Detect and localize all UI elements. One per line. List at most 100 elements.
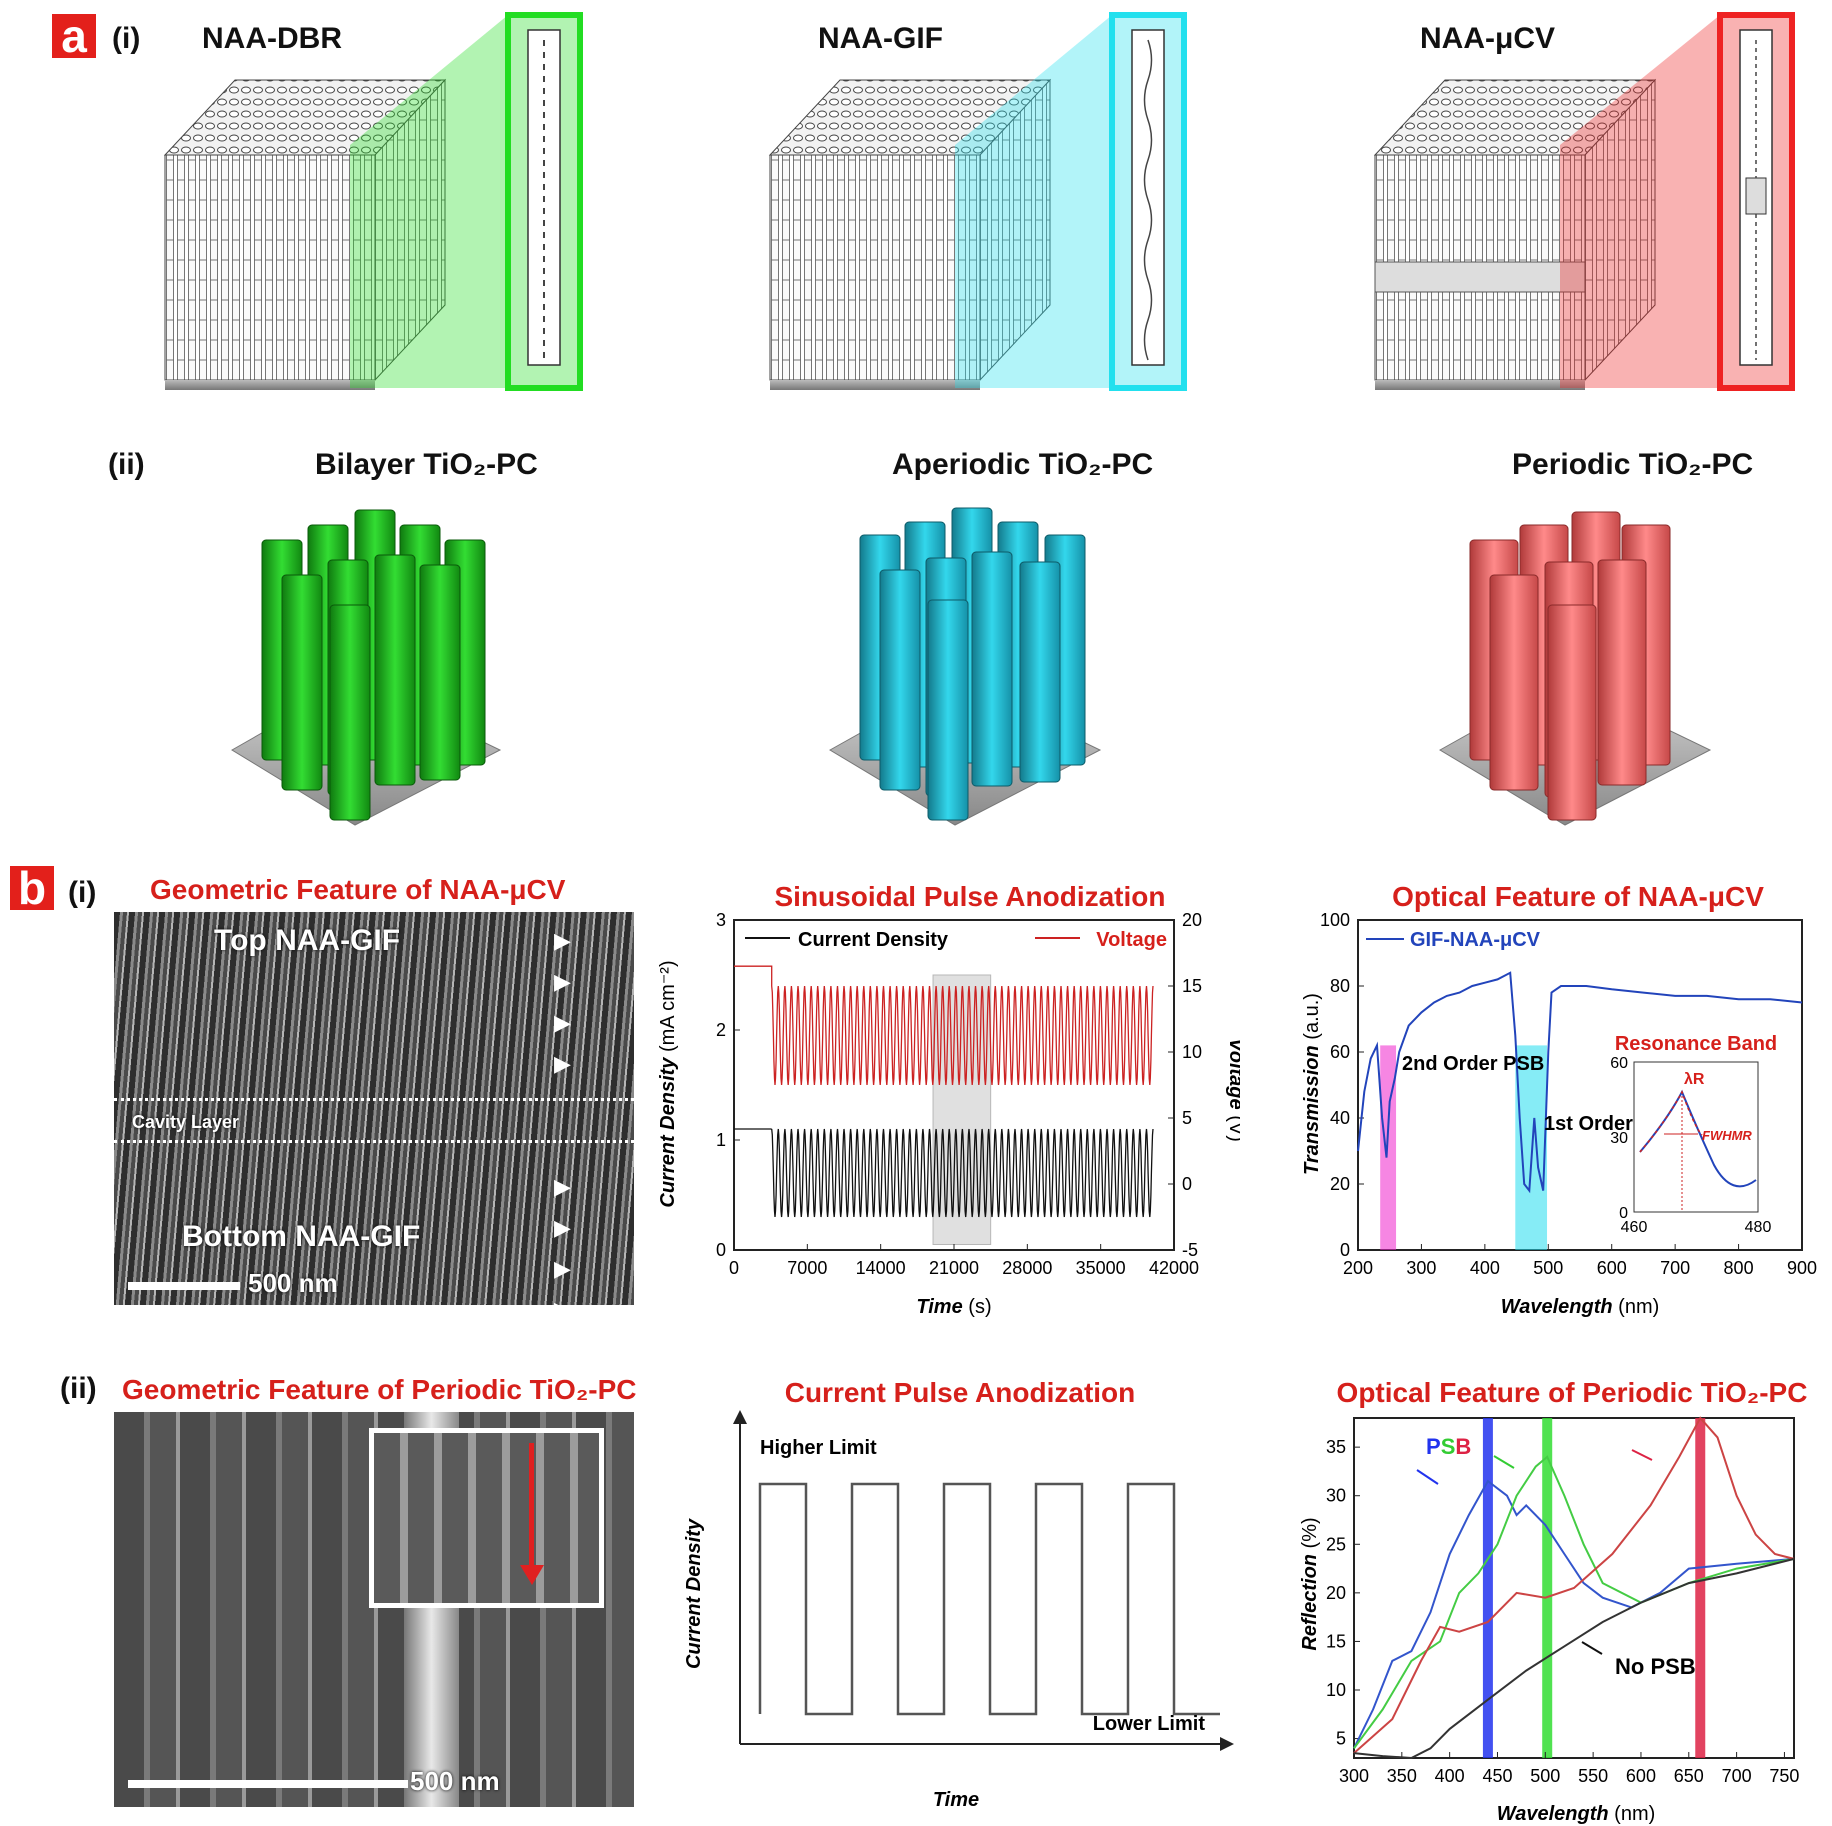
refl-ylabel: Reflection (%)	[1299, 1517, 1321, 1650]
refl-y-tick-label: 20	[1326, 1583, 1346, 1603]
refl-y-tick-label: 15	[1326, 1631, 1346, 1651]
psb-band-1	[1380, 1045, 1397, 1250]
psb-band-2	[1515, 1045, 1548, 1250]
title-naa-ucv: NAA-μCV	[1420, 22, 1556, 55]
sem2-red-arrow-shaft	[529, 1443, 534, 1568]
refl-x-tick-label: 550	[1578, 1766, 1608, 1786]
bilayer-pc-model	[231, 509, 502, 826]
naa-dbr-block	[163, 12, 583, 391]
periodic-pc-model	[1439, 511, 1712, 826]
refl-x-tick-label: 750	[1769, 1766, 1799, 1786]
refl-xlabel: Wavelength (nm)	[1497, 1803, 1656, 1825]
transmission-chart: Optical Feature of NAA-μCV 200 300 400 500 6…	[1301, 881, 1817, 1318]
inset-y-tick-label: 0	[1619, 1205, 1628, 1222]
sem1-bottom-label: Bottom NAA-GIF	[182, 1220, 421, 1253]
inset-y-tick-label: 60	[1610, 1055, 1628, 1072]
trans-x-tick-label: 200	[1343, 1258, 1373, 1278]
trans-xlabel: Wavelength (nm)	[1501, 1296, 1660, 1318]
psb-label: PSB	[1426, 1434, 1471, 1459]
inset-x-tick-label: 460	[1621, 1219, 1648, 1236]
red-arrow-icon	[1631, 1449, 1653, 1461]
inset-x-tick-label: 480	[1745, 1219, 1772, 1236]
panel-a-tag: a	[52, 13, 96, 59]
trans-y-tick-label: 0	[1340, 1240, 1350, 1260]
panel-b-row-ii-label: (ii)	[60, 1372, 97, 1405]
sem1-image: Top NAA-GIF Cavity Layer Bottom NAA-GIF …	[114, 912, 634, 1322]
sem2-title: Geometric Feature of Periodic TiO₂-PC	[122, 1374, 637, 1405]
trans-y-tick-label: 100	[1320, 910, 1350, 930]
trans-x-tick-label: 800	[1724, 1258, 1754, 1278]
sin-ylabel: Current Density (mA cm⁻²)	[657, 960, 679, 1207]
refl-band-2	[1542, 1418, 1553, 1758]
refl-x-tick-label: 400	[1435, 1766, 1465, 1786]
up-arrow-icon	[733, 1410, 747, 1424]
sin-x-tick-label: 0	[729, 1258, 739, 1278]
pulse-lower-label: Lower Limit	[1093, 1713, 1206, 1735]
current-pulse-diagram: Current Pulse Anodization Higher Limit L…	[683, 1377, 1234, 1811]
refl-y-tick-label: 5	[1336, 1729, 1346, 1749]
sinusoidal-chart: Sinusoidal Pulse Anodization 0 7000 14000 2…	[657, 881, 1240, 1318]
title-bilayer-pc: Bilayer TiO₂-PC	[315, 448, 538, 481]
inset-peak-label: λR	[1684, 1071, 1705, 1088]
down-arrow-icon	[520, 1565, 544, 1585]
trans-x-tick-label: 500	[1533, 1258, 1563, 1278]
refl-band-3	[1695, 1418, 1706, 1758]
blue-arrow-icon	[1416, 1469, 1439, 1485]
trans-chart-title: Optical Feature of NAA-μCV	[1392, 881, 1764, 912]
pulse-xlabel: Time	[933, 1789, 979, 1811]
right-arrow-icon	[1220, 1737, 1234, 1751]
title-naa-gif: NAA-GIF	[818, 22, 943, 55]
sin-y-tick-label: 3	[716, 910, 726, 930]
trans-x-tick-label: 700	[1660, 1258, 1690, 1278]
refl-x-tick-label: 300	[1339, 1766, 1369, 1786]
cavity-line-top	[114, 1098, 634, 1101]
sin-y2-tick-label: 20	[1182, 910, 1202, 930]
panel-b-tag: b	[10, 865, 54, 911]
sin-y-tick-label: 1	[716, 1130, 726, 1150]
no-psb-label: No PSB	[1615, 1654, 1696, 1679]
naa-gif-block	[768, 12, 1187, 391]
sin-y2-tick-label: 5	[1182, 1108, 1192, 1128]
reflection-chart: Optical Feature of Periodic TiO₂-PC 300 3…	[1299, 1377, 1808, 1825]
sin-y2-tick-label: -5	[1182, 1240, 1198, 1260]
title-periodic-pc: Periodic TiO₂-PC	[1512, 448, 1754, 481]
refl-series-red	[1353, 1416, 1795, 1754]
title-aperiodic-pc: Aperiodic TiO₂-PC	[892, 448, 1154, 481]
trans-x-tick-label: 600	[1597, 1258, 1627, 1278]
panel-a-row-i-label: (i)	[112, 22, 141, 55]
inset-width-label: FWHMR	[1702, 1128, 1752, 1143]
refl-y-tick-label: 10	[1326, 1680, 1346, 1700]
sem1-cavity-label: Cavity Layer	[132, 1112, 240, 1132]
refl-x-tick-label: 600	[1626, 1766, 1656, 1786]
sem1-scale-bar	[128, 1282, 240, 1290]
sin-y2label: Voltage (V)	[1225, 1038, 1240, 1142]
sin-x-tick-label: 21000	[929, 1258, 979, 1278]
trans-legend: GIF-NAA-μCV	[1410, 929, 1541, 951]
tio2-pc-models	[231, 507, 1712, 826]
sin-y2-tick-label: 10	[1182, 1042, 1202, 1062]
series-current-density	[734, 1128, 1154, 1218]
pulse-higher-label: Higher Limit	[760, 1437, 877, 1459]
sin-x-tick-label: 42000	[1149, 1258, 1199, 1278]
sem2-image: 500 nm	[114, 1412, 634, 1807]
refl-x-tick-label: 500	[1530, 1766, 1560, 1786]
sem2-scale-label: 500 nm	[410, 1766, 500, 1796]
trans-y-tick-label: 20	[1330, 1174, 1350, 1194]
title-naa-dbr: NAA-DBR	[202, 22, 342, 55]
refl-series-green	[1353, 1455, 1795, 1749]
naa-ucv-block	[1373, 12, 1795, 391]
sin-y2-tick-label: 0	[1182, 1174, 1192, 1194]
refl-x-tick-label: 350	[1387, 1766, 1417, 1786]
sin-x-tick-label: 7000	[787, 1258, 827, 1278]
pulse-waveform	[758, 1482, 1220, 1716]
refl-x-tick-label: 450	[1482, 1766, 1512, 1786]
green-arrow-icon	[1493, 1455, 1515, 1469]
pulse-ylabel: Current Density	[683, 1518, 705, 1669]
sin-chart-title: Sinusoidal Pulse Anodization	[775, 881, 1166, 912]
sin-x-tick-label: 14000	[856, 1258, 906, 1278]
trans-x-tick-label: 400	[1470, 1258, 1500, 1278]
band-2nd-label: 2nd Order PSB	[1402, 1053, 1544, 1075]
cavity-line-bottom	[114, 1140, 634, 1143]
refl-chart-title: Optical Feature of Periodic TiO₂-PC	[1337, 1377, 1808, 1408]
refl-series-blue	[1353, 1479, 1795, 1749]
